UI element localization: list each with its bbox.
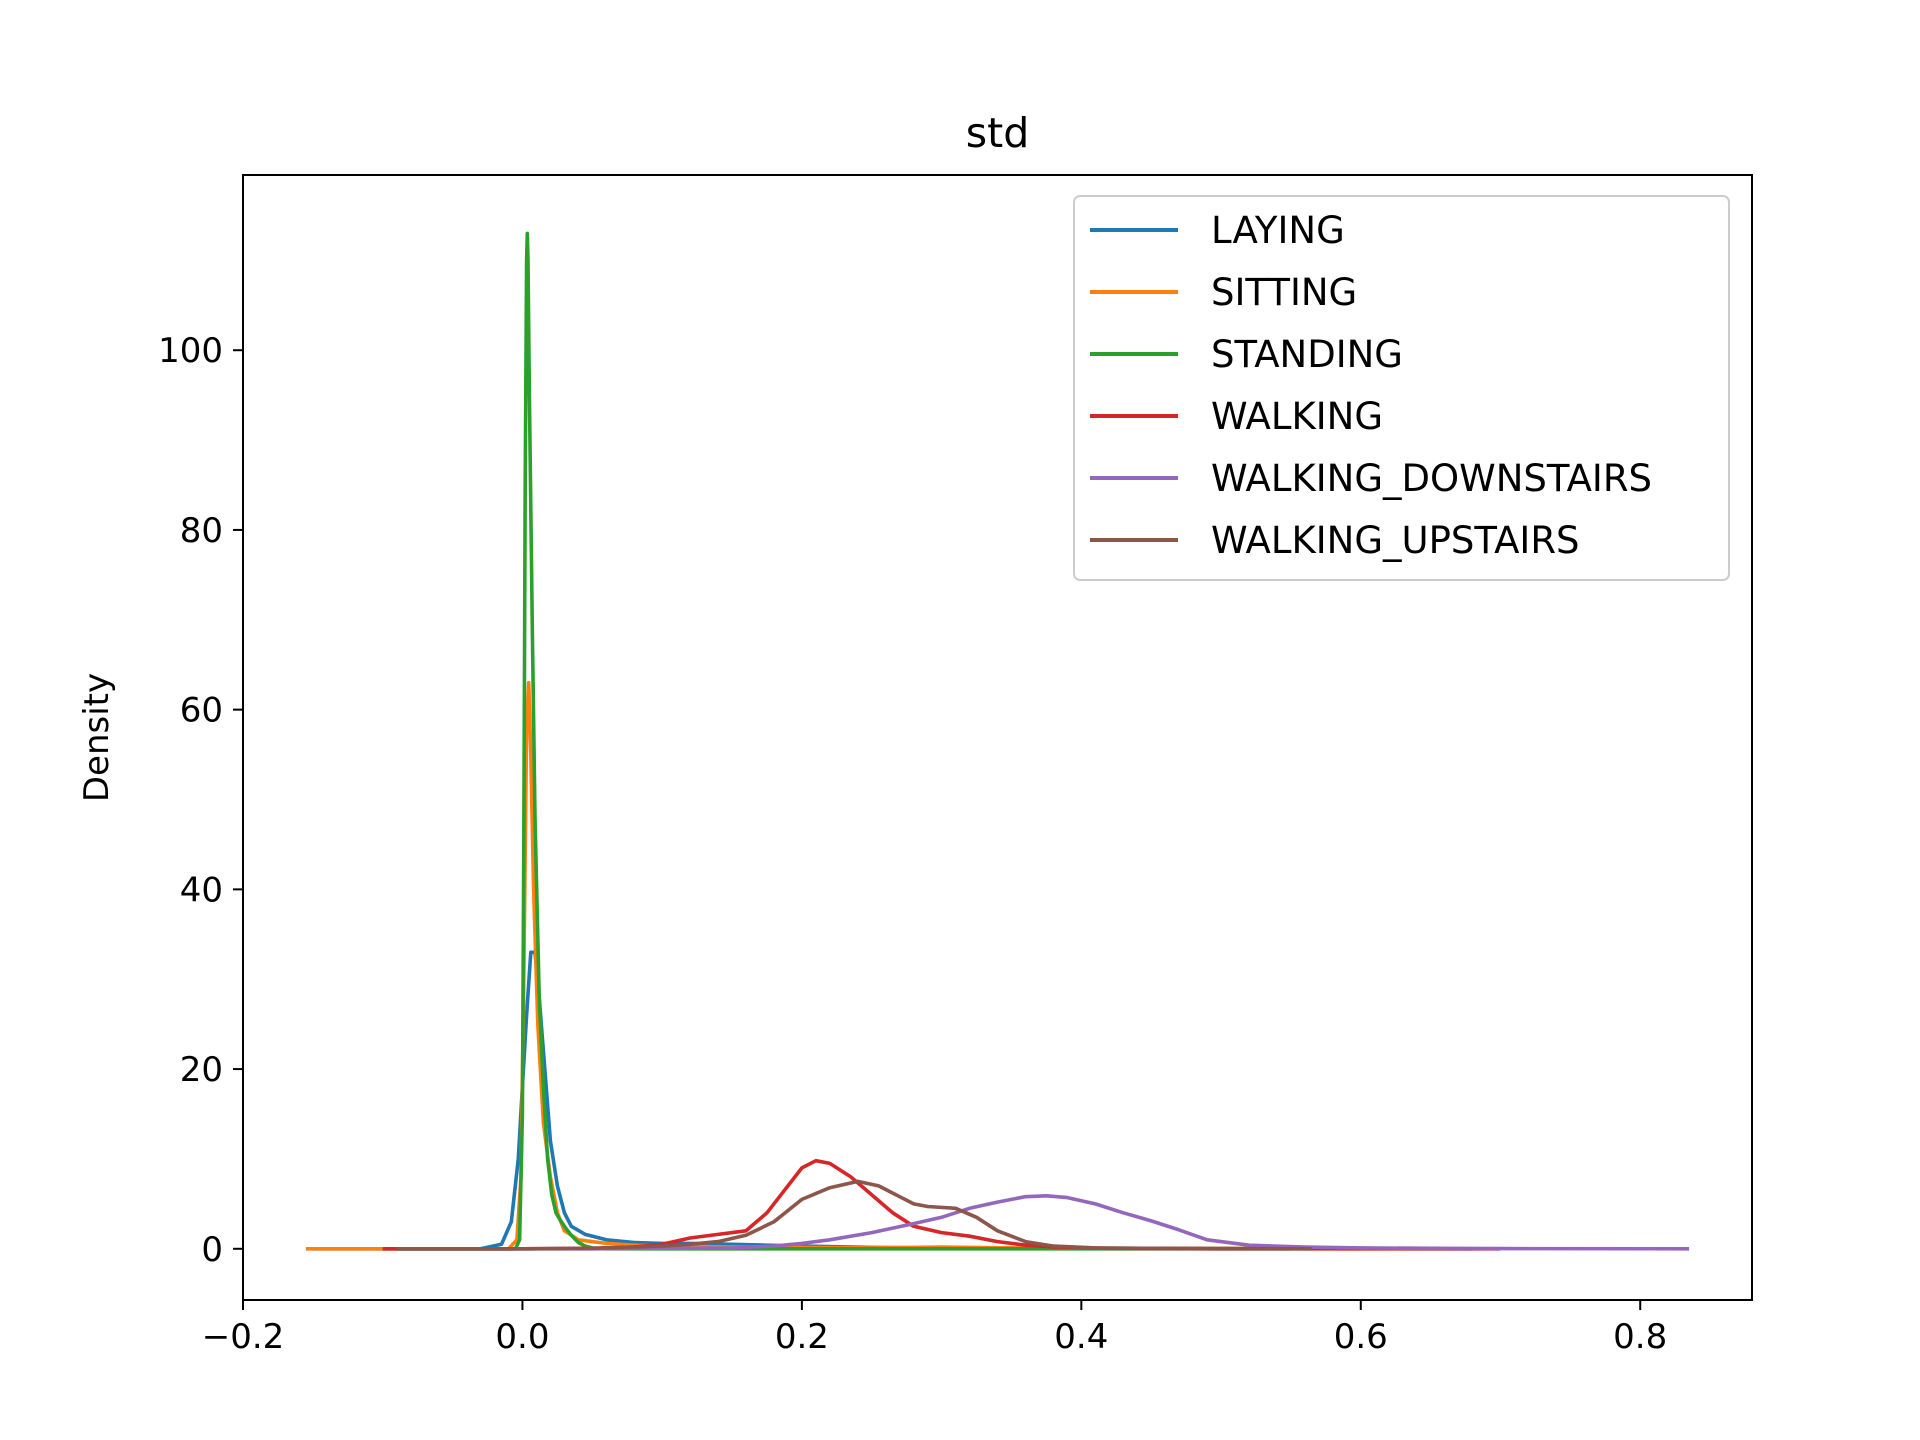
x-tick-label: 0.4 <box>1054 1317 1108 1357</box>
series-line-5 <box>396 1179 1312 1251</box>
legend-entry-label: STANDING <box>1211 333 1403 376</box>
y-tick-label: 60 <box>180 691 223 731</box>
series-line-4 <box>480 1194 1690 1251</box>
series-line-2 <box>396 231 1291 1251</box>
legend-entry-label: LAYING <box>1211 209 1345 252</box>
legend-entry-label: WALKING_DOWNSTAIRS <box>1211 457 1652 500</box>
x-axis: −0.2 0.0 0.2 0.4 0.6 0.8 <box>202 1300 1667 1357</box>
plot-area-frame <box>242 174 1753 1301</box>
series-layer <box>305 231 1690 1251</box>
x-tick-label: 0.0 <box>495 1317 549 1357</box>
x-tick-label: −0.2 <box>202 1317 285 1357</box>
y-tick-label: 80 <box>180 511 223 551</box>
legend-frame <box>1073 195 1730 581</box>
y-tick-label: 100 <box>158 331 223 371</box>
chart-title: std <box>966 109 1029 157</box>
y-tick-label: 20 <box>180 1050 223 1090</box>
legend: LAYING SITTING STANDING WALKING WALKING_DOWN… <box>1073 195 1730 581</box>
y-tick-label: 40 <box>180 870 223 910</box>
x-tick-label: 0.2 <box>775 1317 829 1357</box>
y-tick-label: 0 <box>201 1230 223 1270</box>
y-axis: 0 20 40 60 80 100 <box>158 331 243 1270</box>
x-tick-label: 0.6 <box>1334 1317 1388 1357</box>
x-tick-label: 0.8 <box>1613 1317 1667 1357</box>
y-axis-label: Density <box>77 673 117 802</box>
legend-entry-label: WALKING <box>1211 395 1383 438</box>
legend-entry-label: WALKING_UPSTAIRS <box>1211 519 1580 562</box>
series-line-0 <box>312 950 1473 1251</box>
legend-entry-label: SITTING <box>1211 271 1357 314</box>
